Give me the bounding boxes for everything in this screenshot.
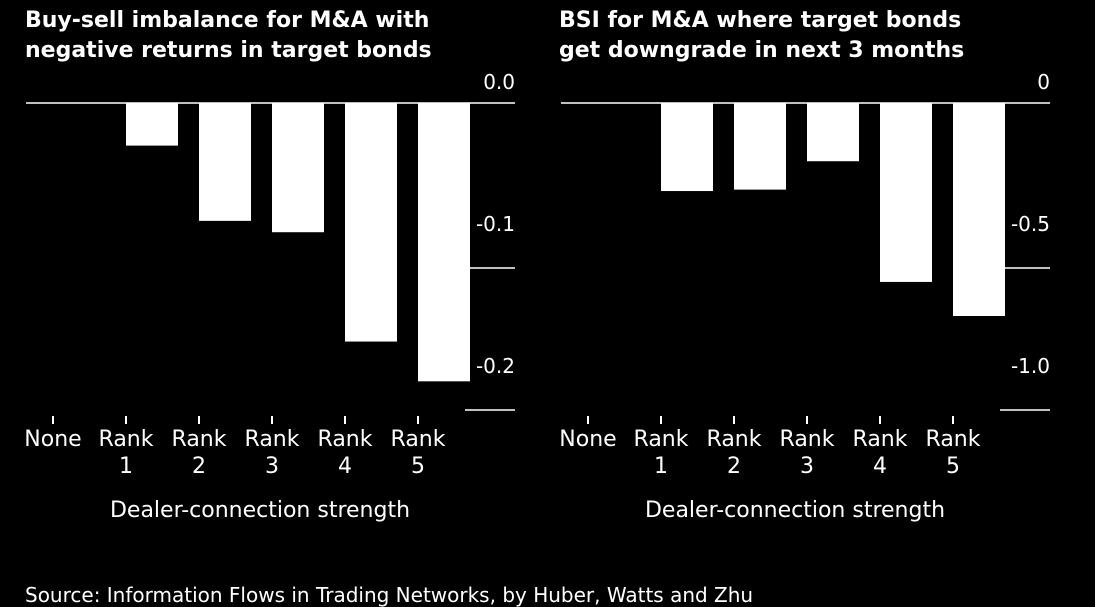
- x-tick-label: Rank: [245, 427, 300, 452]
- bar: [272, 103, 324, 233]
- chart-title-line: Buy-sell imbalance for M&A with: [25, 8, 430, 33]
- chart-panel-right: BSI for M&A where target bonds get downg…: [535, 0, 1055, 540]
- x-tick-label: Rank: [707, 427, 762, 452]
- y-tick-label: -0.5: [1011, 212, 1050, 236]
- x-tick-label: Rank: [172, 427, 227, 452]
- x-axis-label: Dealer-connection strength: [644, 498, 946, 523]
- x-tick-label: Rank: [634, 427, 689, 452]
- x-tick-label: None: [559, 427, 616, 452]
- x-tick-label: Rank: [318, 427, 373, 452]
- x-tick-label: 4: [338, 454, 352, 479]
- x-tick-label: 3: [800, 454, 814, 479]
- x-tick-label: 5: [411, 454, 425, 479]
- y-tick-label: -1.0: [1011, 354, 1050, 378]
- bar: [126, 103, 178, 146]
- x-tick-label: 2: [727, 454, 741, 479]
- x-tick-label: None: [24, 427, 81, 452]
- bar: [199, 103, 251, 221]
- x-tick-label: Rank: [391, 427, 446, 452]
- bar: [418, 103, 470, 382]
- x-tick-label: Rank: [780, 427, 835, 452]
- x-tick-label: 1: [119, 454, 133, 479]
- bar: [880, 103, 932, 282]
- chart-panel-left: Buy-sell imbalance for M&A with negative…: [0, 0, 520, 540]
- chart-title: Buy-sell imbalance for M&A with negative…: [25, 6, 525, 66]
- y-tick-label: -0.1: [476, 212, 515, 236]
- bar: [661, 103, 713, 192]
- chart-title: BSI for M&A where target bonds get downg…: [559, 6, 1059, 66]
- y-tick-label: 0: [1037, 70, 1050, 94]
- bar: [953, 103, 1005, 316]
- x-tick-label: Rank: [99, 427, 154, 452]
- bar: [734, 103, 786, 190]
- x-tick-label: 2: [192, 454, 206, 479]
- x-tick-label: Rank: [853, 427, 908, 452]
- x-tick-label: 4: [873, 454, 887, 479]
- bar: [807, 103, 859, 162]
- x-tick-label: 1: [654, 454, 668, 479]
- source-note: Source: Information Flows in Trading Net…: [25, 583, 754, 607]
- chart-title-line: get downgrade in next 3 months: [559, 38, 965, 63]
- chart-title-line: negative returns in target bonds: [25, 38, 432, 63]
- x-tick-label: 5: [946, 454, 960, 479]
- x-tick-label: 3: [265, 454, 279, 479]
- y-tick-label: -0.2: [476, 354, 515, 378]
- bar: [345, 103, 397, 342]
- y-tick-label: 0.0: [483, 70, 515, 94]
- chart-title-line: BSI for M&A where target bonds: [559, 8, 962, 33]
- x-axis-label: Dealer-connection strength: [109, 498, 411, 523]
- x-tick-label: Rank: [926, 427, 981, 452]
